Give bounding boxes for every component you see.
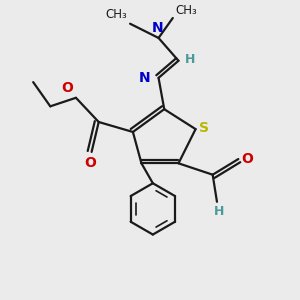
Text: O: O xyxy=(61,81,73,95)
Text: CH₃: CH₃ xyxy=(105,8,127,21)
Text: H: H xyxy=(214,205,224,218)
Text: H: H xyxy=(185,53,195,66)
Text: S: S xyxy=(199,121,209,135)
Text: N: N xyxy=(139,71,151,85)
Text: N: N xyxy=(151,20,163,34)
Text: O: O xyxy=(242,152,254,166)
Text: O: O xyxy=(84,156,96,170)
Text: CH₃: CH₃ xyxy=(176,4,197,16)
